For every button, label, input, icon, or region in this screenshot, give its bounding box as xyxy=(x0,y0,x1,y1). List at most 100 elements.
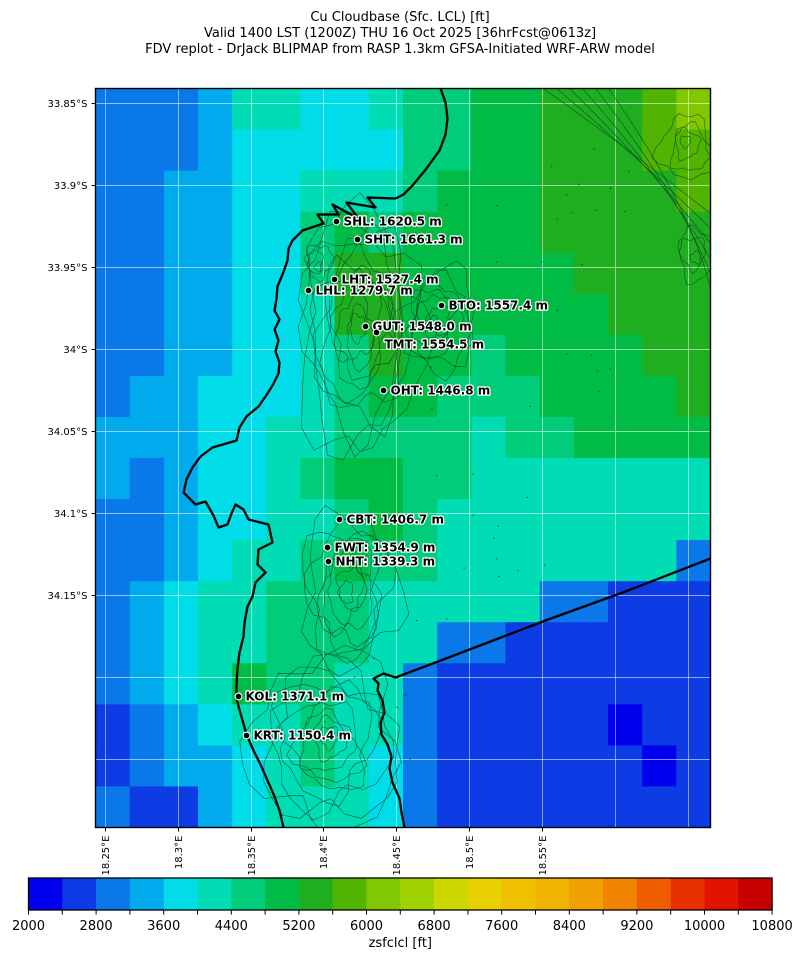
field-cell xyxy=(608,252,643,295)
field-cell xyxy=(676,88,711,131)
field-cell xyxy=(608,211,643,254)
station-marker-lht: LHT: 1527.4 m xyxy=(330,271,440,288)
field-cell xyxy=(266,786,301,828)
field-cell xyxy=(232,170,267,213)
field-cell xyxy=(129,540,165,582)
field-cell xyxy=(539,170,575,213)
contour-line xyxy=(322,547,373,638)
contour-line xyxy=(651,113,711,181)
map-border xyxy=(94,87,712,829)
field-cell xyxy=(573,622,609,664)
contour-line xyxy=(395,269,471,367)
field-cell xyxy=(198,663,233,705)
field-cell xyxy=(608,293,643,336)
field-cell xyxy=(300,211,336,254)
contour-line xyxy=(543,88,711,214)
field-cell xyxy=(232,622,267,664)
field-cell xyxy=(539,458,575,500)
contour-line xyxy=(670,121,711,171)
colorbar-tick-label: 5200 xyxy=(282,919,315,934)
field-cell xyxy=(129,334,165,377)
contour-speckle xyxy=(529,405,531,407)
contour-line xyxy=(329,268,396,391)
station-dot xyxy=(361,322,370,331)
field-cell xyxy=(334,416,370,459)
field-cell xyxy=(198,622,233,664)
field-cell xyxy=(505,170,541,213)
field-cell xyxy=(403,211,438,254)
field-cell xyxy=(573,170,609,213)
contour-line xyxy=(556,88,711,229)
field-cell xyxy=(505,129,541,172)
contour-line xyxy=(678,237,707,274)
station-marker-bto: BTO: 1557.4 m xyxy=(437,297,549,314)
field-cell xyxy=(471,499,506,541)
field-cell xyxy=(642,375,677,418)
field-cell xyxy=(573,745,609,787)
field-cell xyxy=(334,622,370,664)
lon-tick-label: 18.3°E xyxy=(174,836,185,870)
field-cell xyxy=(300,88,336,131)
contour-speckle xyxy=(493,537,495,539)
field-cell xyxy=(573,334,609,377)
field-cell xyxy=(608,663,643,705)
contour-line xyxy=(270,679,383,807)
field-cell xyxy=(163,129,199,172)
field-cell xyxy=(573,786,609,828)
field-cell xyxy=(573,293,609,336)
field-cell xyxy=(505,416,541,459)
contour-speckle xyxy=(430,340,432,342)
field-cell xyxy=(573,458,609,500)
contour-line xyxy=(336,579,354,604)
colorbar-segment xyxy=(96,878,131,910)
colorbar-segment xyxy=(62,878,97,910)
field-cell xyxy=(676,786,711,828)
colorbar-segment xyxy=(163,878,198,910)
contour-line xyxy=(263,653,401,819)
contour-speckle xyxy=(598,390,600,392)
contour-speckle xyxy=(540,261,543,263)
field-cell xyxy=(368,458,404,500)
station-label: NHT: 1339.3 m xyxy=(336,555,436,569)
field-cell xyxy=(163,416,199,459)
field-cell xyxy=(403,786,438,828)
field-cell xyxy=(505,458,541,500)
contour-speckle xyxy=(435,474,438,477)
field-cell xyxy=(129,416,165,459)
field-cell xyxy=(163,622,199,664)
field-cell xyxy=(198,211,233,254)
contour-line xyxy=(278,686,373,790)
lon-tick-label: 18.55°E xyxy=(538,836,549,876)
field-cell xyxy=(437,499,472,541)
field-cell xyxy=(471,458,506,500)
field-cell xyxy=(198,540,233,582)
field-cell xyxy=(505,786,541,828)
field-cell xyxy=(129,252,165,295)
contour-speckle xyxy=(609,187,612,189)
field-cell xyxy=(163,786,199,828)
contour-line xyxy=(674,126,702,162)
station-dot xyxy=(332,217,341,226)
field-cell xyxy=(403,129,438,172)
contour-speckle xyxy=(544,564,546,566)
colorbar-segment xyxy=(535,878,570,910)
colorbar-tick-label: 6000 xyxy=(350,919,383,934)
map-plot-area: SHL: 1620.5 m SHT: 1661.3 m LHT: 1527.4 mL… xyxy=(48,87,712,876)
field-cell xyxy=(573,416,609,459)
field-cell xyxy=(334,88,370,131)
contour-speckle xyxy=(328,695,330,697)
colorbar-tick-label: 10000 xyxy=(684,919,725,934)
contour-line xyxy=(327,558,368,627)
colorbar-segment xyxy=(434,878,469,910)
station-label: CBT: 1406.7 m xyxy=(347,513,444,527)
contour-line xyxy=(386,260,475,382)
contour-line xyxy=(608,88,711,289)
contour-line xyxy=(286,701,368,783)
contour-line xyxy=(239,645,402,828)
contour-line xyxy=(349,313,368,346)
contour-line xyxy=(346,303,375,360)
field-cell xyxy=(163,704,199,746)
field-cell xyxy=(676,622,711,664)
field-cell xyxy=(642,663,677,705)
contour-speckle xyxy=(495,261,498,263)
